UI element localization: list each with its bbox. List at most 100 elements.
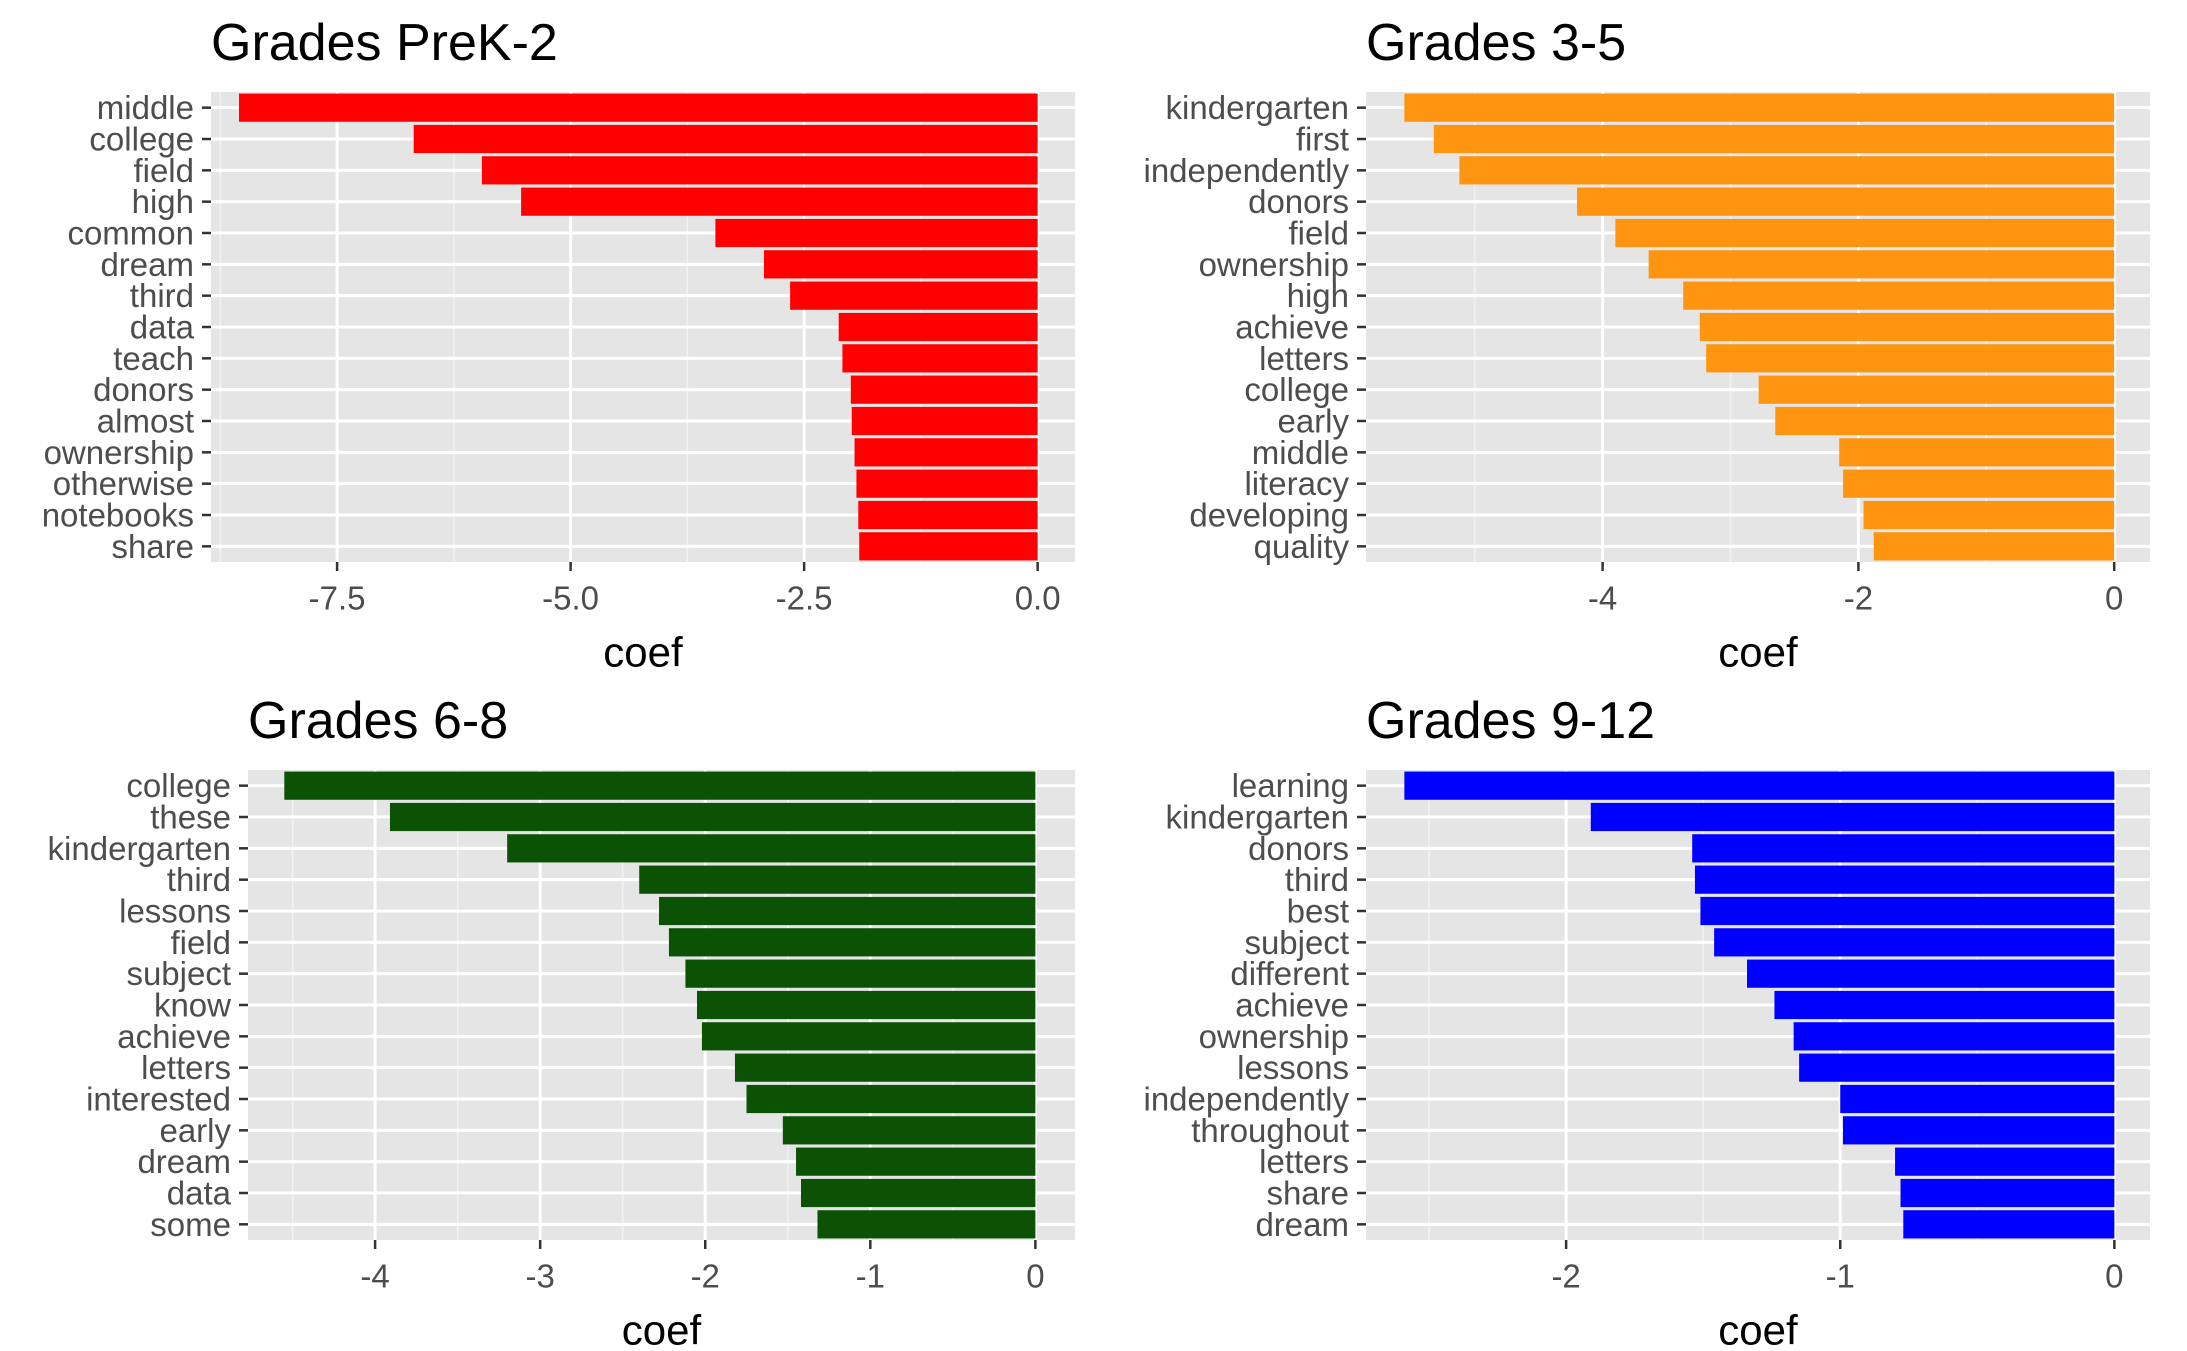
category-label: interested (86, 1081, 231, 1118)
category-label: ownership (44, 434, 194, 471)
bar (1404, 771, 2115, 800)
category-label: lessons (119, 893, 231, 930)
bar (1433, 124, 2115, 154)
x-axis-label: coef (603, 629, 683, 676)
category-label: kindergarten (48, 830, 231, 867)
bar (856, 469, 1038, 498)
category-label: independently (1143, 152, 1349, 189)
category-label: literacy (1244, 465, 1349, 502)
category-label: data (167, 1175, 232, 1212)
bar (1895, 1147, 2115, 1176)
bar (1699, 312, 2115, 342)
x-tick-label: -7.5 (309, 580, 366, 617)
category-label: different (1230, 955, 1349, 992)
bar (763, 250, 1038, 279)
x-tick-label: 0 (2105, 1258, 2123, 1295)
category-label: field (170, 924, 231, 961)
bar (1694, 865, 2115, 894)
category-label: learning (1232, 767, 1349, 804)
bar (715, 218, 1038, 248)
x-tick-label: -2.5 (776, 580, 833, 617)
chart-panel: collegethesekindergartenthirdlessonsfiel… (48, 692, 1075, 1351)
category-label: letters (1259, 340, 1349, 377)
category-label: high (1287, 277, 1349, 314)
category-label: early (159, 1112, 231, 1149)
bar (1706, 344, 2115, 373)
x-tick-label: -4 (1588, 580, 1617, 617)
bar (1615, 218, 2115, 248)
x-tick-label: -4 (360, 1258, 389, 1295)
x-tick-label: -3 (526, 1258, 555, 1295)
bar (1863, 500, 2115, 530)
bar (746, 1084, 1036, 1114)
bar (817, 1210, 1036, 1239)
category-label: almost (97, 403, 194, 440)
bar (1793, 1022, 2115, 1051)
bar (1648, 250, 2115, 279)
bar (1577, 187, 2115, 216)
bar (696, 990, 1036, 1020)
category-label: college (89, 121, 194, 158)
bar (521, 187, 1038, 216)
category-label: first (1296, 121, 1349, 158)
category-label: dream (100, 246, 194, 283)
bar (1900, 1178, 2115, 1208)
bar (1692, 834, 2115, 863)
category-label: middle (1252, 434, 1349, 471)
category-label: otherwise (53, 465, 194, 502)
category-label: subject (1244, 924, 1349, 961)
category-label: donors (1248, 830, 1349, 867)
bar (481, 156, 1038, 185)
category-label: ownership (1199, 1018, 1349, 1055)
bar (239, 93, 1038, 122)
category-label: achieve (1235, 309, 1349, 346)
bar (1714, 928, 2115, 957)
x-axis-label: coef (1718, 629, 1798, 676)
category-label: donors (93, 371, 194, 408)
x-tick-label: -1 (1826, 1258, 1855, 1295)
bar (413, 124, 1038, 154)
category-label: kindergarten (1166, 89, 1349, 126)
category-label: developing (1189, 497, 1349, 534)
category-label: some (150, 1206, 231, 1243)
bar (389, 802, 1036, 832)
bar (838, 312, 1038, 342)
category-label: donors (1248, 183, 1349, 220)
chart-panel: middlecollegefieldhighcommondreamthirdda… (42, 14, 1075, 676)
category-label: share (1266, 1175, 1349, 1212)
bar (1683, 281, 2115, 310)
bar (1700, 896, 2115, 926)
category-label: high (132, 183, 194, 220)
x-tick-label: -2 (691, 1258, 720, 1295)
bar (1840, 1084, 2115, 1114)
bar (1758, 375, 2115, 404)
category-label: teach (113, 340, 194, 377)
category-label: data (130, 309, 195, 346)
category-label: dream (137, 1143, 231, 1180)
x-tick-label: -2 (1844, 580, 1873, 617)
category-label: dream (1255, 1206, 1349, 1243)
x-tick-label: -5.0 (542, 580, 599, 617)
category-label: subject (126, 955, 231, 992)
category-label: achieve (117, 1018, 231, 1055)
panel-title: Grades 6-8 (248, 692, 508, 750)
bar (790, 281, 1038, 310)
category-label: achieve (1235, 987, 1349, 1024)
bar (1459, 156, 2115, 185)
x-tick-label: 0 (2105, 580, 2123, 617)
x-axis-label: coef (622, 1307, 702, 1351)
bar (1873, 532, 2115, 561)
category-label: third (130, 277, 194, 314)
bar (1747, 959, 2115, 988)
category-label: throughout (1191, 1112, 1349, 1149)
bar (1843, 469, 2115, 498)
category-label: letters (1259, 1143, 1349, 1180)
category-label: third (167, 861, 231, 898)
category-label: best (1287, 893, 1349, 930)
bar (850, 375, 1038, 404)
x-tick-label: -1 (856, 1258, 885, 1295)
category-label: field (1288, 215, 1349, 252)
bar (1799, 1053, 2115, 1082)
x-tick-label: -2 (1551, 1258, 1580, 1295)
